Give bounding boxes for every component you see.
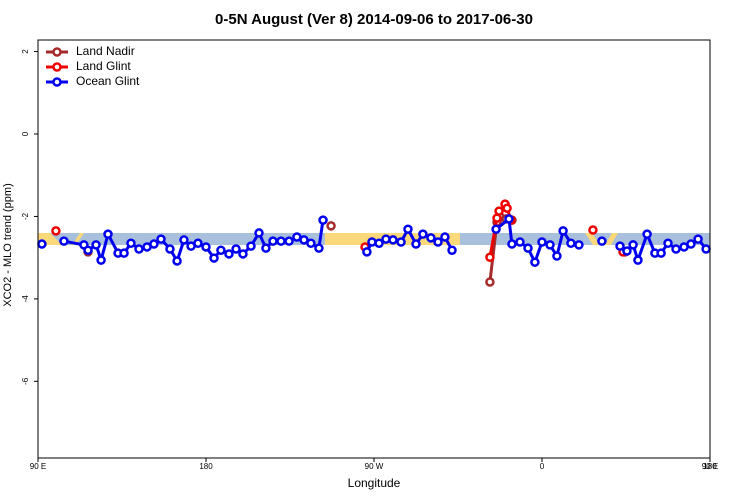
data-point: [326, 221, 336, 231]
data-point: [367, 237, 377, 247]
x-tick-label: 180: [703, 462, 717, 471]
data-point: [504, 214, 514, 224]
data-point: [615, 241, 625, 251]
data-point: [530, 257, 540, 267]
x-tick-label: 0: [540, 462, 545, 471]
data-point: [209, 253, 219, 263]
legend-label: Ocean Glint: [76, 74, 140, 88]
data-point: [172, 256, 182, 266]
data-point: [656, 248, 666, 258]
data-point: [134, 244, 144, 254]
plot-area: [37, 201, 711, 287]
data-point: [671, 244, 681, 254]
data-point: [588, 225, 598, 235]
y-tick-label: 0: [21, 131, 30, 136]
data-point: [663, 238, 673, 248]
data-point: [261, 243, 271, 253]
legend-marker: [52, 62, 62, 72]
data-point: [485, 252, 495, 262]
data-point: [418, 229, 428, 239]
data-point: [633, 255, 643, 265]
data-point: [224, 249, 234, 259]
data-point: [165, 244, 175, 254]
data-point: [396, 237, 406, 247]
data-point: [545, 240, 555, 250]
land-band: [605, 233, 618, 245]
data-point: [597, 236, 607, 246]
data-point: [193, 238, 203, 248]
data-point: [494, 206, 504, 216]
legend-marker: [52, 77, 62, 87]
data-point: [149, 239, 159, 249]
x-tick-label: 90 E: [30, 462, 46, 471]
data-point: [507, 239, 517, 249]
data-point: [523, 243, 533, 253]
data-point: [103, 229, 113, 239]
legend-label: Land Glint: [76, 59, 131, 73]
data-point: [686, 239, 696, 249]
data-point: [628, 240, 638, 250]
data-point: [238, 249, 248, 259]
data-point: [622, 246, 632, 256]
data-point: [254, 228, 264, 238]
data-point: [642, 229, 652, 239]
data-point: [246, 241, 256, 251]
data-point: [485, 277, 495, 287]
data-point: [362, 247, 372, 257]
data-point: [126, 238, 136, 248]
y-tick-label: -2: [21, 212, 30, 220]
data-point: [537, 237, 547, 247]
data-point: [179, 235, 189, 245]
data-point: [374, 238, 384, 248]
x-axis-label: Longitude: [348, 476, 401, 490]
legend-label: Land Nadir: [76, 44, 135, 58]
data-point: [515, 237, 525, 247]
data-point: [433, 237, 443, 247]
data-point: [231, 244, 241, 254]
data-point: [502, 203, 512, 213]
chart-title: 0-5N August (Ver 8) 2014-09-06 to 2017-0…: [215, 11, 533, 28]
y-tick-label: -6: [21, 377, 30, 385]
data-point: [558, 226, 568, 236]
data-point: [201, 242, 211, 252]
y-tick-label: -4: [21, 295, 30, 303]
data-point: [318, 215, 328, 225]
legend-marker: [52, 47, 62, 57]
data-point: [91, 240, 101, 250]
data-point: [566, 238, 576, 248]
data-point: [83, 245, 93, 255]
data-point: [306, 238, 316, 248]
x-tick-label: 90 W: [365, 462, 384, 471]
data-point: [552, 251, 562, 261]
data-point: [37, 239, 47, 249]
x-tick-label: 90 E: [702, 462, 718, 471]
y-axis-label: XCO2 - MLO trend (ppm): [2, 183, 14, 306]
data-point: [119, 248, 129, 258]
data-point: [284, 236, 294, 246]
data-point: [96, 255, 106, 265]
data-point: [51, 226, 61, 236]
data-point: [447, 245, 457, 255]
data-point: [388, 235, 398, 245]
data-point: [59, 236, 69, 246]
data-point: [574, 240, 584, 250]
data-point: [276, 236, 286, 246]
data-point: [403, 224, 413, 234]
data-point: [693, 234, 703, 244]
data-point: [440, 232, 450, 242]
data-point: [491, 224, 501, 234]
data-point: [426, 233, 436, 243]
data-point: [156, 234, 166, 244]
x-tick-label: 180: [199, 462, 213, 471]
data-point: [268, 236, 278, 246]
data-point: [314, 243, 324, 253]
data-point: [216, 245, 226, 255]
y-tick-label: 2: [21, 49, 30, 54]
data-point: [411, 239, 421, 249]
land-band: [585, 233, 600, 245]
data-point: [701, 244, 711, 254]
